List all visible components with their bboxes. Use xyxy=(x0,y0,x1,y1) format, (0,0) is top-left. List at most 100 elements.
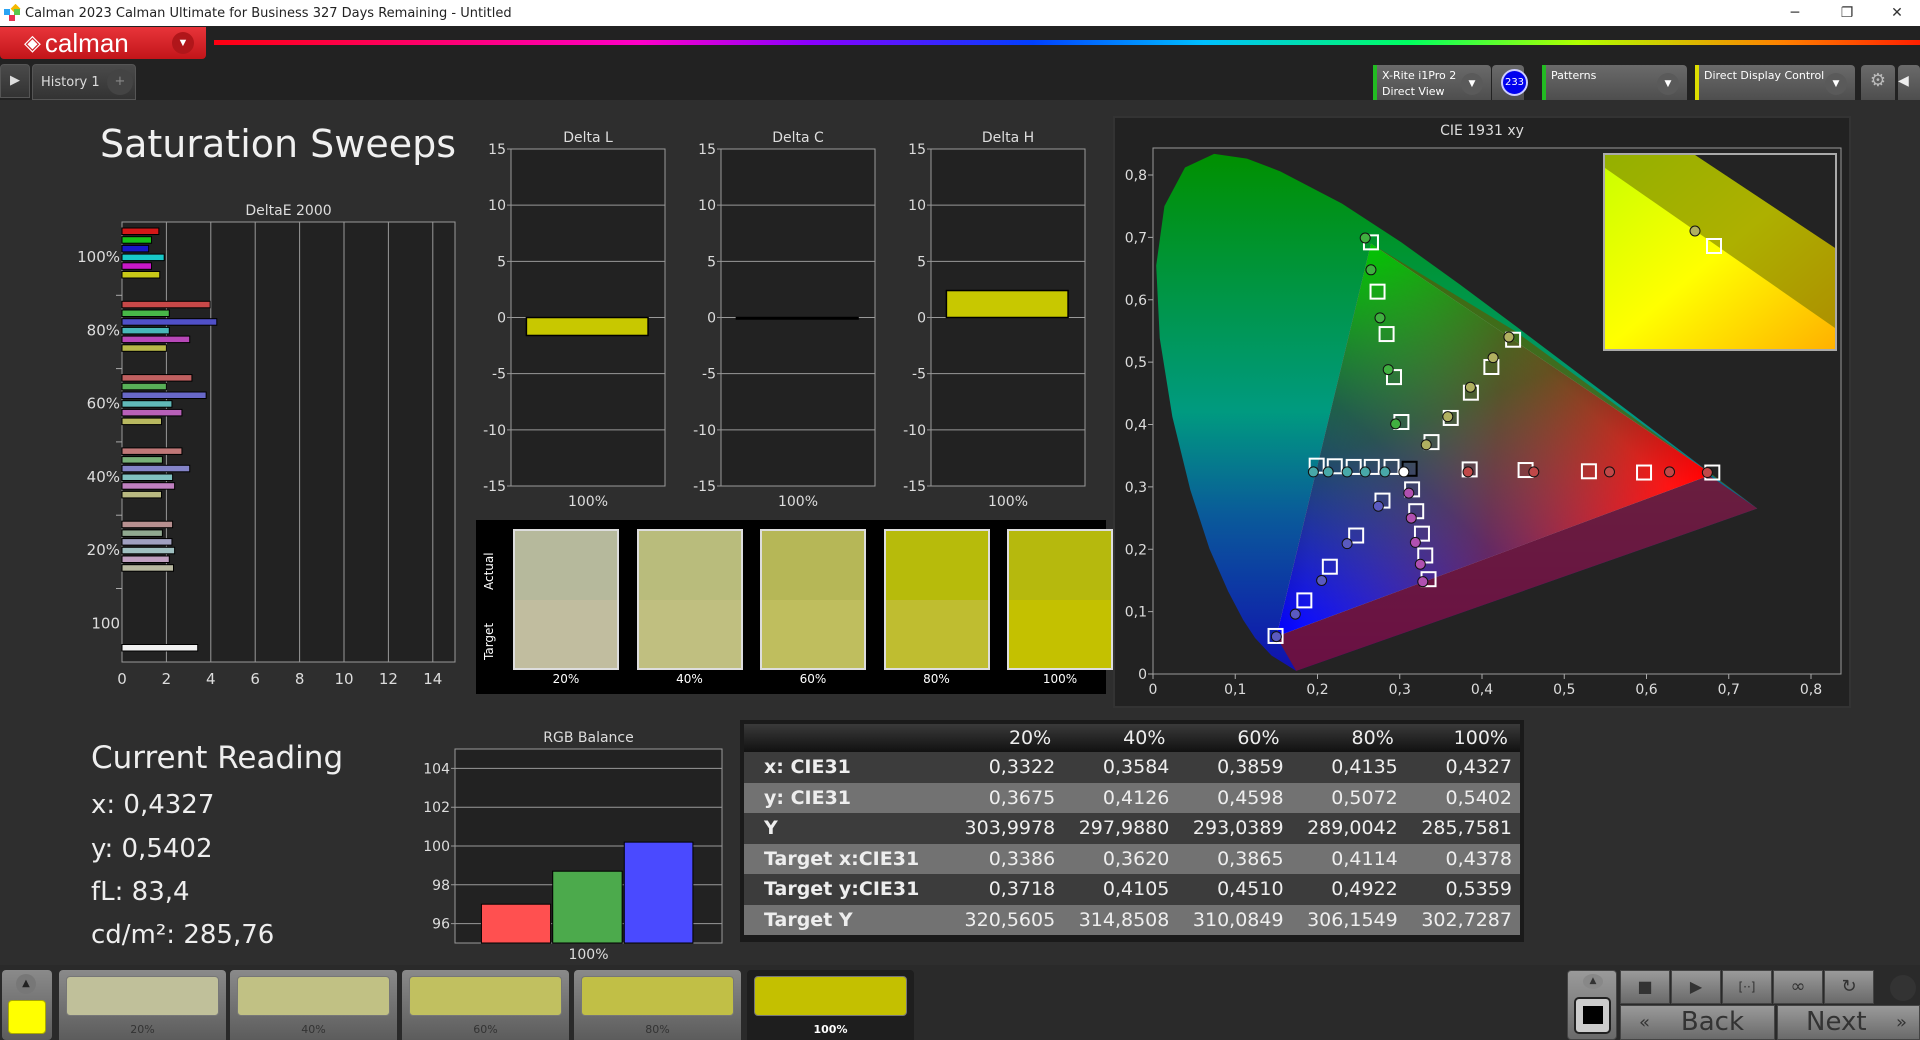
chart-title: Delta L xyxy=(563,130,613,146)
green-bar xyxy=(552,870,623,944)
chevron-down-icon: ▼ xyxy=(1657,73,1679,95)
y-tick-label: -15 xyxy=(903,479,926,495)
restore-button[interactable]: ❐ xyxy=(1840,5,1854,21)
meter-badge-box[interactable]: 233 xyxy=(1492,65,1528,100)
patch-button-20%[interactable]: 20% xyxy=(59,970,226,1040)
cell-value: 297,9880 xyxy=(1063,813,1178,844)
chart-title: Delta C xyxy=(772,130,824,146)
x-tick-label: 0,2 xyxy=(1306,682,1328,698)
measured-point xyxy=(1289,608,1301,620)
collapse-button[interactable]: ◀ xyxy=(1898,65,1920,100)
stop-measure-panel: ▲ xyxy=(1567,970,1617,1040)
patch-button-100%[interactable]: 100% xyxy=(747,970,914,1040)
y-tick-label: 15 xyxy=(908,142,926,158)
target-point xyxy=(1321,558,1338,575)
cell-value: 0,4598 xyxy=(1177,782,1292,813)
patterns-selector[interactable]: Patterns ▼ xyxy=(1542,65,1687,100)
chart-title: Delta H xyxy=(982,130,1034,146)
expand-panel-button[interactable]: ▶ xyxy=(0,64,30,98)
patch-button-40%[interactable]: 40% xyxy=(230,970,397,1040)
y-tick-label: -5 xyxy=(702,367,716,383)
y-tick-label: -5 xyxy=(492,367,506,383)
column-header: 20% xyxy=(949,724,1064,752)
chart-title: RGB Balance xyxy=(543,730,633,746)
patch-button-60%[interactable]: 60% xyxy=(402,970,569,1040)
x-tick-label: 0,6 xyxy=(1635,682,1657,698)
measured-point xyxy=(1462,466,1474,478)
measure-range-button[interactable]: [··] xyxy=(1722,970,1772,1004)
bar xyxy=(121,391,207,399)
category-label: 100 xyxy=(91,615,120,633)
patch-button-80%[interactable]: 80% xyxy=(574,970,741,1040)
rgb-balance-chart: RGB Balance 104 102 100 98 96 100% xyxy=(423,730,723,963)
row-label: y: CIE31 xyxy=(744,782,949,813)
patch-label: 80% xyxy=(645,1023,670,1036)
table-row: Y 303,9978 297,9880 293,0389 289,0042 285,758… xyxy=(744,813,1520,844)
target-point xyxy=(1296,592,1313,609)
bar xyxy=(121,555,170,563)
continuous-button[interactable]: ∞ xyxy=(1773,970,1823,1004)
x-tick-label: 0 xyxy=(1149,682,1158,698)
current-patch-color xyxy=(8,1000,46,1034)
calman-menu-button[interactable]: ◈ calman ▼ xyxy=(0,27,206,59)
scroll-up-button[interactable]: ▲ xyxy=(16,974,36,994)
y-tick-label: 5 xyxy=(917,254,926,270)
display-control-selector[interactable]: Direct Display Control ▼ xyxy=(1695,65,1855,100)
add-tab-button[interactable]: + xyxy=(107,69,133,95)
cell-value: 0,3584 xyxy=(1063,752,1178,783)
close-button[interactable]: ✕ xyxy=(1891,5,1903,21)
swatch-label: 80% xyxy=(923,672,950,686)
minimize-button[interactable]: ─ xyxy=(1790,5,1800,21)
cell-value: 0,3386 xyxy=(949,843,1064,874)
y-tick-label: 0 xyxy=(497,311,506,327)
target-color xyxy=(762,599,864,668)
target-color xyxy=(885,599,988,668)
bar xyxy=(121,236,153,244)
swatch-label: 20% xyxy=(552,672,580,686)
back-button[interactable]: « Back xyxy=(1620,1005,1775,1040)
target-point xyxy=(1267,627,1284,644)
scroll-up-button[interactable]: ▲ xyxy=(1583,974,1603,989)
target-point xyxy=(1413,525,1430,542)
next-button[interactable]: Next » xyxy=(1777,1005,1920,1040)
stop-button[interactable] xyxy=(1574,997,1611,1034)
chevron-down-icon: ▼ xyxy=(1461,73,1483,95)
y-tick-label: 0,3 xyxy=(1125,480,1147,496)
deltae-2000-chart: DeltaE 2000 0 2 4 6 8 10 12 14 100% 80% 60% 40% 20% 10… xyxy=(77,203,456,688)
bar xyxy=(121,300,211,309)
measurement-table: 20% 40% 60% 80% 100% x: CIE31 0,3322 0,3584 0,38… xyxy=(744,724,1520,935)
red-bar xyxy=(480,903,552,944)
column-header: 80% xyxy=(1291,724,1406,752)
bar xyxy=(121,374,193,382)
y-tick-label: 0 xyxy=(707,311,716,327)
chevron-down-icon: ▼ xyxy=(1825,73,1847,95)
y-tick-label: 0,6 xyxy=(1125,293,1147,309)
patch-color xyxy=(754,976,907,1016)
row-label: Target Y xyxy=(744,904,949,935)
measured-point xyxy=(1365,264,1377,276)
stop-small-button[interactable]: ■ xyxy=(1620,970,1670,1004)
cell-value: 303,9978 xyxy=(949,813,1064,844)
reading-y: y: 0,5402 xyxy=(91,834,213,864)
measured-point xyxy=(1390,418,1402,430)
tab-history-1[interactable]: History 1 + xyxy=(32,64,136,100)
calman-logo-icon: ◈ xyxy=(24,30,41,55)
settings-button[interactable]: ⚙ xyxy=(1861,65,1895,100)
refresh-button[interactable]: ↻ xyxy=(1824,970,1874,1004)
bar xyxy=(121,335,191,344)
chart-title: CIE 1931 xy xyxy=(1440,123,1524,139)
target-point xyxy=(1348,527,1365,544)
measured-point xyxy=(1374,312,1386,324)
patterns-label: Patterns xyxy=(1551,69,1597,82)
play-button[interactable]: ▶ xyxy=(1671,970,1721,1004)
app-icon xyxy=(4,4,21,21)
y-tick-label: 5 xyxy=(707,254,716,270)
refresh-icon: ↻ xyxy=(1841,976,1857,997)
delta-bar xyxy=(735,316,859,320)
current-reading-title: Current Reading xyxy=(91,740,344,776)
measured-point xyxy=(1405,512,1417,524)
bar xyxy=(121,326,170,335)
meter-selector[interactable]: X-Rite i1Pro 2 Direct View ▼ xyxy=(1373,65,1491,100)
measured-point xyxy=(1503,331,1515,343)
x-tick-label: 6 xyxy=(250,670,260,688)
